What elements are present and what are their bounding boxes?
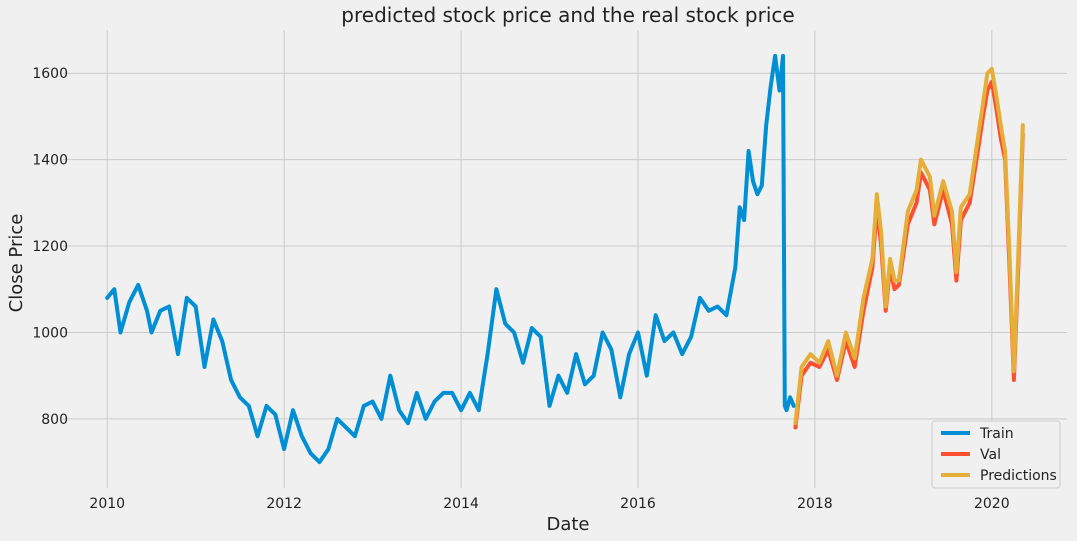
x-tick-label: 2020 xyxy=(974,496,1010,512)
grid xyxy=(63,30,1067,488)
legend-label-predictions: Predictions xyxy=(980,468,1057,484)
y-axis-label: Close Price xyxy=(6,214,27,313)
legend-label-val: Val xyxy=(980,447,1001,463)
x-tick-label: 2010 xyxy=(89,496,125,512)
x-tick-label: 2018 xyxy=(797,496,833,512)
x-axis-label: Date xyxy=(546,514,589,535)
tick-labels: 2010 2012 2014 2016 2018 2020 800 1000 1200 1400 1… xyxy=(32,66,1009,512)
x-tick-label: 2012 xyxy=(266,496,302,512)
y-tick-label: 1400 xyxy=(32,153,68,169)
x-tick-label: 2014 xyxy=(443,496,479,512)
legend: Train Val Predictions xyxy=(931,420,1061,489)
train-series-line xyxy=(105,53,796,465)
y-tick-label: 1600 xyxy=(32,66,68,82)
chart-title: predicted stock price and the real stock… xyxy=(341,3,794,27)
predictions-series-line xyxy=(793,66,1025,426)
legend-label-train: Train xyxy=(979,426,1014,442)
y-tick-label: 1200 xyxy=(32,239,68,255)
y-tick-label: 1000 xyxy=(32,325,68,341)
legend-box xyxy=(931,420,1061,489)
series-layer xyxy=(105,53,1025,465)
y-tick-label: 800 xyxy=(41,412,68,428)
x-tick-label: 2016 xyxy=(620,496,656,512)
